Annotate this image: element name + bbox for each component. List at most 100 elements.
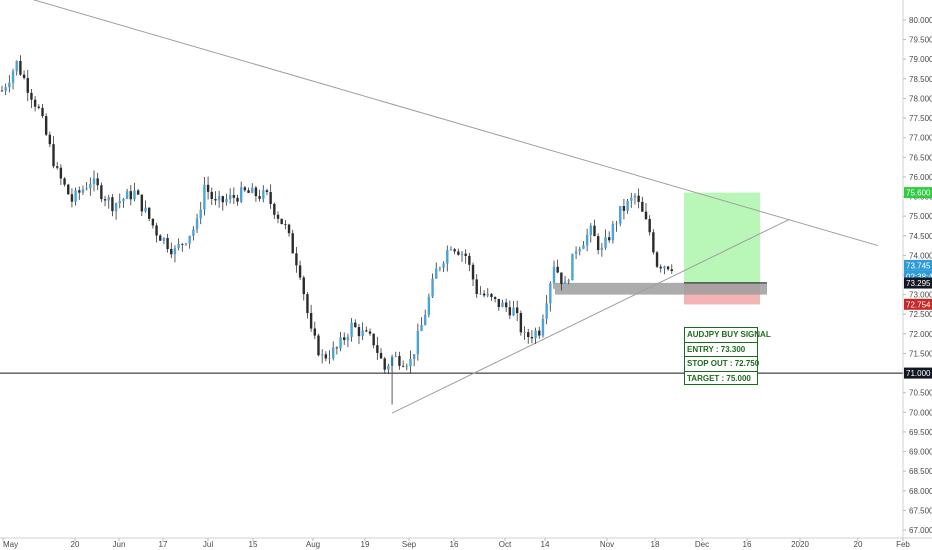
candle-body [33,99,37,107]
signal-box: AUDJPY BUY SIGNAL ENTRY : 73.300 STOP OU… [684,327,771,385]
candle-body [320,354,324,356]
candle-body [210,191,213,200]
candle-body [22,74,26,79]
candle [368,328,372,336]
candle-body [258,196,261,199]
time-axis[interactable]: May 20 Jun 17 Jul 15 Aug 19 Sep 16 Oct 14 Nov 18 Dec 16… [2,538,910,549]
candle-body [295,253,298,266]
candle [306,292,309,319]
candle-body [501,302,504,307]
candle [181,243,184,252]
candle-body [140,194,144,212]
candle-body [78,190,81,193]
candle [247,187,250,194]
candle-body [8,82,11,88]
candle-body [608,237,611,241]
candle-body [181,243,184,245]
candle [343,332,346,345]
candle-body [67,184,70,195]
candle-body [125,191,129,199]
candle [33,96,37,112]
candle-body [630,197,633,201]
candle-body [398,355,401,366]
candle [479,286,482,295]
candle-body [516,307,519,314]
y-tick-label: 73.000 [909,291,932,300]
candle-body [214,199,217,201]
candle [170,242,173,259]
x-tick-label: Oct [499,540,512,549]
candle-body [585,234,589,246]
candle [8,75,11,93]
candle [173,245,177,263]
candle [619,206,622,227]
candle-body [332,347,335,359]
candle [41,104,44,119]
candle-body [4,87,7,91]
x-tick-label: 20 [854,540,863,549]
candle-body [324,354,328,359]
candle-body [560,272,563,284]
candle [405,363,408,371]
y-tick-label: 77.500 [909,114,932,123]
candle-body [504,302,508,308]
y-tick-label: 69.500 [909,428,932,437]
price-tag: 72.754 [904,298,932,310]
candle [210,187,213,206]
candle [184,242,188,246]
x-tick-label: 17 [159,540,168,549]
candle-body [313,328,316,336]
candle [449,246,453,251]
candle [56,162,59,170]
candle [611,220,615,244]
candle-body [247,190,250,193]
x-tick-label: Aug [306,540,320,549]
candle [217,190,221,208]
candle [162,237,166,245]
candle-body [670,269,673,271]
candle-body [192,229,195,236]
candle-body [578,248,581,252]
candle [637,188,640,209]
ascending-trendline[interactable] [391,218,790,414]
candle [574,246,578,260]
candle-body [427,296,431,315]
candle [232,187,236,205]
price-tag: 02:38:41 [904,270,932,282]
y-tick-label: 77.000 [909,134,932,143]
descending-trendline[interactable] [2,0,878,247]
candle-body [534,330,537,339]
candle [663,265,666,275]
candle-body [195,218,199,230]
candle [70,188,74,208]
y-tick-label: 70.000 [909,408,932,417]
candle-body [361,330,364,337]
candle-body [339,337,342,349]
candle [125,188,129,200]
candle-body [409,358,412,367]
y-tick-label: 72.000 [909,330,932,339]
candle [512,300,515,317]
candle-body [626,200,629,211]
candle-body [346,337,350,341]
candle-body [81,189,85,193]
candle-body [236,197,239,202]
candle [383,357,386,374]
candle [563,276,567,285]
candle [593,219,596,237]
candle-body [228,195,232,200]
candle-body [512,307,515,316]
candle-body [203,184,206,210]
candle [103,195,107,207]
price-tag: 75.600 [904,187,932,199]
candle [670,264,673,274]
x-tick-label: 2020 [791,540,809,549]
candle-body [567,280,570,282]
candle-body [464,253,467,256]
signal-entry: ENTRY : 73.300 [685,343,757,357]
candle-body [619,206,622,224]
candle [81,185,85,195]
candle [394,351,397,358]
